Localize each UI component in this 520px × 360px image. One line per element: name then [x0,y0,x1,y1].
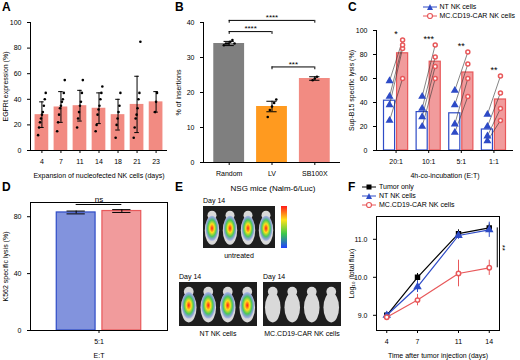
svg-text:60: 60 [14,70,22,77]
svg-text:7: 7 [59,158,63,165]
svg-text:**: ** [490,65,498,75]
html-text:NT NK cells: NT NK cells [379,192,416,199]
svg-text:LV: LV [268,170,276,177]
svg-text:4: 4 [385,338,389,345]
svg-text:18: 18 [114,158,122,165]
svg-text:K562 specific lysis (%): K562 specific lysis (%) [2,231,10,301]
svg-text:E:T: E:T [94,352,106,359]
svg-text:****: **** [244,24,256,33]
html-text:MC.CD19-CAR NK cells: MC.CD19-CAR NK cells [439,12,515,19]
svg-text:SB100X: SB100X [302,170,328,177]
svg-text:9.0: 9.0 [358,312,368,319]
html-text:A: A [2,0,11,14]
svg-text:10: 10 [187,124,195,131]
svg-text:0: 0 [18,147,22,154]
svg-text:30: 30 [187,54,195,61]
svg-text:20: 20 [14,121,22,128]
svg-text:NSG mice (Nalm-6/Luc): NSG mice (Nalm-6/Luc) [231,184,316,193]
svg-text:100: 100 [356,27,368,34]
svg-text:40: 40 [360,99,368,106]
svg-text:20:1: 20:1 [389,158,403,165]
svg-text:20: 20 [187,89,195,96]
html-text:E: E [175,180,183,194]
svg-text:0: 0 [191,159,195,166]
svg-text:40: 40 [187,19,195,26]
svg-text:14: 14 [485,338,493,345]
html-text:C: C [348,0,357,14]
svg-text:10:1: 10:1 [422,158,436,165]
svg-text:0: 0 [364,147,368,154]
svg-text:Sup-B15 specific lysis (%): Sup-B15 specific lysis (%) [348,50,356,131]
svg-text:100: 100 [10,19,22,26]
html-text:MC.CD19-CAR NK cells: MC.CD19-CAR NK cells [379,201,455,208]
svg-text:40: 40 [14,96,22,103]
svg-text:7: 7 [416,338,420,345]
html-text:F: F [348,180,356,194]
svg-text:4h-co-incubation (E:T): 4h-co-incubation (E:T) [410,172,479,180]
svg-text:23: 23 [152,158,160,165]
svg-text:% of insertions: % of insertions [175,69,182,115]
svg-text:ns: ns [94,195,104,205]
html-text:NT NK cells: NT NK cells [439,3,477,10]
svg-text:Day 14: Day 14 [179,273,201,281]
svg-text:MC.CD19-CAR NK cells: MC.CD19-CAR NK cells [264,330,340,337]
svg-text:80: 80 [14,44,22,51]
svg-text:0: 0 [18,327,22,334]
svg-text:11: 11 [76,158,83,165]
svg-text:5:1: 5:1 [456,158,466,165]
svg-text:Day 14: Day 14 [203,197,225,205]
html-text:B: B [175,0,184,14]
svg-text:11.0: 11.0 [354,236,367,243]
svg-text:Random: Random [216,170,243,177]
html-text:Tumor only: Tumor only [379,183,414,190]
svg-text:NT NK cells: NT NK cells [200,330,237,337]
svg-text:*: * [394,29,398,39]
svg-text:4: 4 [40,158,44,165]
svg-text:11: 11 [455,338,462,345]
svg-text:Log₁₀ (total flux): Log₁₀ (total flux) [348,249,356,299]
svg-text:14: 14 [95,158,103,165]
svg-text:21: 21 [133,158,141,165]
svg-text:40: 40 [14,270,22,277]
svg-text:Day 14: Day 14 [263,273,285,281]
svg-text:EGFRt expression (%): EGFRt expression (%) [2,51,10,121]
svg-text:80: 80 [360,51,368,58]
svg-text:5:1: 5:1 [94,338,104,345]
svg-text:***: *** [289,60,298,69]
html-text:D: D [2,180,11,194]
svg-text:****: **** [266,13,278,22]
svg-text:10.0: 10.0 [354,274,368,281]
svg-text:20: 20 [360,123,368,130]
svg-text:80: 80 [14,213,22,220]
svg-text:1:1: 1:1 [489,158,499,165]
svg-text:untreated: untreated [224,252,254,259]
svg-text:**: ** [458,41,466,51]
svg-text:60: 60 [360,75,368,82]
svg-text:Expansion of nucleofected NK c: Expansion of nucleofected NK cells (days… [33,172,164,180]
svg-text:***: *** [423,34,434,44]
svg-text:Time after tumor injection (da: Time after tumor injection (days) [388,352,488,360]
